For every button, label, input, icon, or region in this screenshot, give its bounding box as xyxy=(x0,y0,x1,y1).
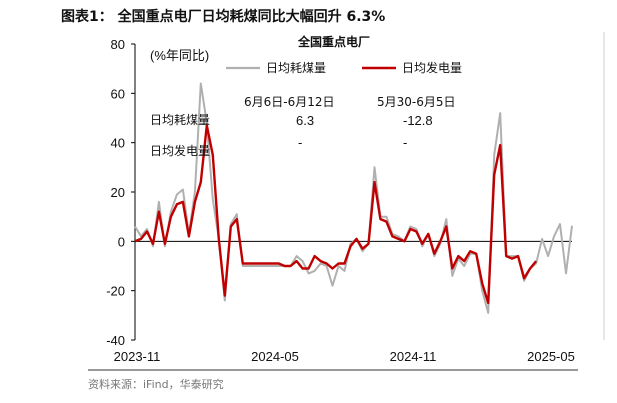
annotation-header-1: 6月6日-6月12日 xyxy=(244,95,335,109)
x-tick-label: 2024-11 xyxy=(390,349,437,364)
annotation-row-label-power: 日均发电量 xyxy=(150,143,210,158)
y-tick-label: 40 xyxy=(111,136,125,151)
legend-label-coal: 日均耗煤量 xyxy=(266,61,326,75)
y-tick-label: 80 xyxy=(111,37,125,52)
y-tick-label: 0 xyxy=(118,234,125,249)
x-tick-label: 2023-11 xyxy=(114,349,161,364)
y-tick-label: -20 xyxy=(106,284,125,299)
chart-title: 全国重点电厂 xyxy=(297,34,370,49)
annotation-table: 6月6日-6月12日 5月30-6月5日 日均耗煤量 6.3 -12.8 日均发… xyxy=(150,95,456,158)
y-tick-label: 60 xyxy=(111,86,125,101)
y-tick-label: -40 xyxy=(106,333,125,348)
x-axis: 2023-11 2024-05 2024-11 2025-05 xyxy=(114,349,575,364)
x-tick-label: 2024-05 xyxy=(251,349,299,364)
series-line-power xyxy=(134,124,538,305)
annotation-value-power-week1: - xyxy=(298,135,302,150)
annotation-header-2: 5月30-6月5日 xyxy=(377,95,456,109)
y-tick-label: 20 xyxy=(111,185,125,200)
annotation-value-coal-week2: -12.8 xyxy=(403,113,433,128)
y-axis: -40 -20 0 20 40 60 80 xyxy=(106,37,135,348)
annotation-row-label-coal: 日均耗煤量 xyxy=(150,113,210,127)
source-note: 资料来源：iFind，华泰研究 xyxy=(88,378,224,391)
x-tick-label: 2025-05 xyxy=(527,349,575,364)
series-lines xyxy=(134,82,573,314)
annotation-value-power-week2: - xyxy=(403,135,407,150)
legend: 日均耗煤量 日均发电量 xyxy=(226,60,462,75)
annotation-value-coal-week1: 6.3 xyxy=(296,113,314,128)
figure-title: 图表1： 全国重点电厂日均耗煤同比大幅回升 6.3% xyxy=(61,9,386,25)
y-axis-label: (%年同比) xyxy=(150,48,209,63)
legend-label-power: 日均发电量 xyxy=(402,60,462,75)
